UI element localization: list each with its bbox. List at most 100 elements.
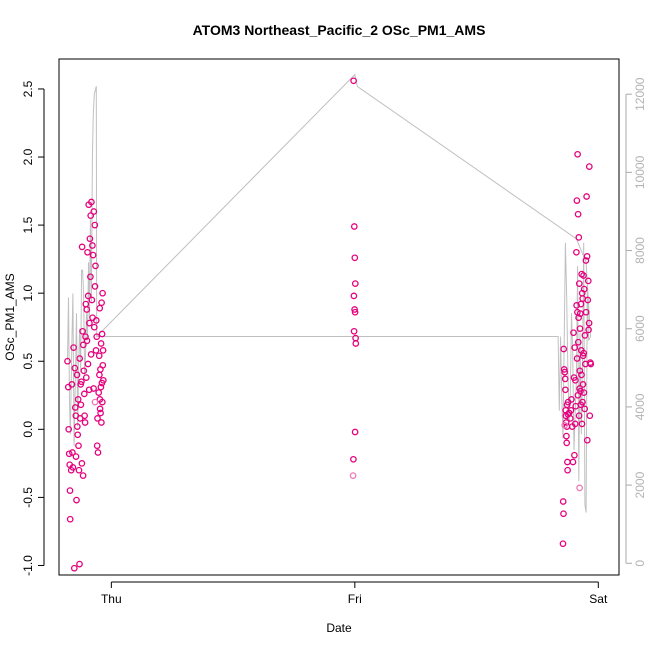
data-point [94, 449, 102, 456]
data-point [97, 409, 104, 417]
y-tick-label: 0.5 [21, 353, 35, 370]
data-point [80, 367, 88, 375]
faint-data-point [576, 484, 583, 492]
data-point [580, 349, 588, 357]
data-point [81, 419, 89, 426]
faint-data-point [349, 472, 357, 479]
data-point [579, 295, 587, 302]
data-point [69, 464, 77, 471]
data-point [78, 378, 85, 386]
data-point [351, 428, 359, 436]
faint-data-point [561, 421, 569, 429]
data-point [560, 366, 568, 373]
data-point [568, 396, 575, 403]
data-point [97, 340, 105, 347]
data-point [98, 299, 105, 307]
data-point [89, 242, 96, 249]
data-point [99, 376, 107, 384]
data-point [350, 327, 358, 335]
y2-tick-label: 10000 [633, 155, 647, 189]
data-point [96, 405, 104, 413]
data-point [70, 564, 78, 572]
y-tick-label: 2.0 [21, 148, 35, 165]
data-point [575, 280, 583, 287]
data-point [99, 347, 107, 354]
data-point [570, 329, 577, 337]
data-point [351, 306, 358, 313]
data-point [90, 208, 98, 215]
data-point [76, 560, 83, 568]
y2-tick-label: 12000 [633, 77, 647, 111]
data-point [69, 449, 76, 456]
data-point [571, 420, 579, 428]
data-point [88, 198, 95, 206]
data-point [584, 277, 592, 285]
data-point [76, 355, 84, 362]
data-point [65, 450, 73, 458]
data-point [71, 364, 79, 372]
data-point [66, 515, 74, 523]
data-point [84, 360, 92, 368]
y2-tick-label: 0 [633, 560, 647, 567]
y2-tick-label: 6000 [633, 315, 647, 342]
data-point [580, 272, 587, 279]
data-point [578, 420, 586, 428]
data-point [91, 283, 99, 290]
y2-tick-label: 8000 [633, 237, 647, 264]
data-point [559, 498, 567, 505]
data-point [75, 442, 82, 450]
x-tick-label: Fri [348, 592, 362, 606]
data-point [73, 423, 81, 430]
data-point [82, 333, 89, 341]
data-point [579, 381, 587, 388]
data-point [90, 323, 98, 331]
data-point [585, 319, 593, 327]
data-point [98, 398, 106, 406]
y2-tick-label: 2000 [633, 471, 647, 498]
data-point [576, 385, 583, 392]
data-point [577, 401, 585, 409]
data-point [574, 210, 582, 218]
y2-axis: 0 2000 4000 6000 8000 10000 12000 [625, 77, 647, 567]
data-point [64, 357, 71, 365]
data-point [99, 361, 107, 369]
data-point [85, 386, 93, 394]
data-point [95, 389, 103, 396]
data-point [92, 347, 100, 354]
y-tick-label: 2.5 [21, 80, 35, 97]
data-point [98, 419, 105, 426]
data-point [73, 371, 81, 379]
plot-frame [58, 58, 620, 576]
data-point [585, 163, 593, 170]
data-point [350, 223, 358, 230]
data-point [80, 390, 88, 398]
data-point [75, 466, 83, 474]
data-point [74, 396, 82, 403]
data-point [74, 431, 82, 439]
data-point [585, 326, 592, 334]
y-tick-label: 1.0 [21, 285, 35, 302]
data-point [83, 306, 91, 313]
data-point [567, 406, 575, 414]
data-point [580, 389, 588, 396]
data-point [564, 466, 571, 474]
data-point [88, 296, 96, 304]
data-point [583, 193, 590, 200]
data-point [82, 374, 90, 381]
data-point [70, 344, 77, 351]
data-point [78, 460, 86, 467]
data-point [571, 344, 579, 351]
data-point [581, 332, 589, 339]
data-point [91, 221, 99, 229]
data-point [559, 540, 567, 548]
data-point [583, 436, 591, 444]
data-point [350, 292, 358, 300]
data-point [350, 455, 357, 463]
data-point [575, 234, 583, 241]
data-point [66, 487, 74, 494]
data-point [86, 319, 93, 327]
data-point [351, 254, 359, 262]
data-point [93, 333, 101, 341]
